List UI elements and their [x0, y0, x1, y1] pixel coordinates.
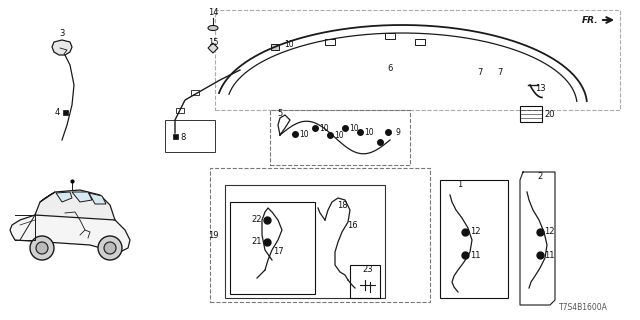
Circle shape	[30, 236, 54, 260]
Polygon shape	[40, 192, 55, 202]
Text: 10: 10	[334, 131, 344, 140]
Bar	[350, 265, 380, 298]
Text: T7S4B1600A: T7S4B1600A	[559, 303, 608, 312]
Bar	[191, 90, 199, 95]
Text: 16: 16	[347, 220, 357, 229]
Text: 23: 23	[363, 266, 373, 275]
Circle shape	[36, 242, 48, 254]
Polygon shape	[52, 40, 72, 55]
Text: 11: 11	[470, 251, 480, 260]
Bar	[520, 106, 542, 122]
Polygon shape	[208, 43, 218, 53]
Text: 5: 5	[277, 108, 283, 117]
Text: 10: 10	[349, 124, 359, 132]
Bar	[173, 133, 177, 139]
Text: 18: 18	[337, 201, 348, 210]
Bar	[385, 33, 395, 39]
Polygon shape	[72, 192, 92, 202]
Text: 14: 14	[208, 7, 218, 17]
Bar	[176, 108, 184, 113]
Polygon shape	[10, 213, 130, 252]
Text: 10: 10	[299, 130, 309, 139]
Bar	[165, 120, 215, 152]
Polygon shape	[89, 193, 106, 204]
Text: 7: 7	[477, 68, 483, 76]
Bar	[225, 185, 385, 298]
Text: 1: 1	[458, 180, 463, 188]
Text: 22: 22	[252, 215, 262, 225]
Bar	[230, 202, 315, 294]
Polygon shape	[35, 190, 115, 220]
Text: 3: 3	[60, 28, 65, 37]
Text: 13: 13	[534, 84, 545, 92]
Bar	[325, 39, 335, 45]
Text: 11: 11	[544, 251, 554, 260]
Text: 17: 17	[273, 247, 284, 257]
Bar	[63, 109, 67, 115]
Text: 9: 9	[396, 127, 401, 137]
Polygon shape	[56, 192, 72, 202]
Text: 10: 10	[284, 40, 294, 49]
Bar	[271, 44, 279, 50]
Text: 12: 12	[544, 228, 554, 236]
Circle shape	[98, 236, 122, 260]
Bar	[415, 39, 425, 45]
Text: 7: 7	[497, 68, 502, 76]
Bar	[215, 10, 620, 110]
Circle shape	[104, 242, 116, 254]
Text: 8: 8	[180, 132, 186, 141]
Text: 6: 6	[387, 63, 393, 73]
Bar	[210, 168, 430, 302]
Text: 20: 20	[545, 109, 556, 118]
Text: 19: 19	[208, 230, 218, 239]
Ellipse shape	[208, 26, 218, 30]
Text: 2: 2	[538, 172, 543, 180]
Text: FR.: FR.	[582, 15, 598, 25]
Text: 21: 21	[252, 237, 262, 246]
Text: 10: 10	[364, 127, 374, 137]
Text: 12: 12	[470, 228, 480, 236]
Text: 15: 15	[208, 37, 218, 46]
Text: 10: 10	[319, 124, 329, 132]
Text: 4: 4	[54, 108, 60, 116]
Bar	[440, 180, 508, 298]
Bar	[270, 110, 410, 165]
